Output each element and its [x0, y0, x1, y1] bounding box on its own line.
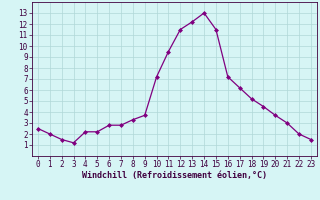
X-axis label: Windchill (Refroidissement éolien,°C): Windchill (Refroidissement éolien,°C) — [82, 171, 267, 180]
